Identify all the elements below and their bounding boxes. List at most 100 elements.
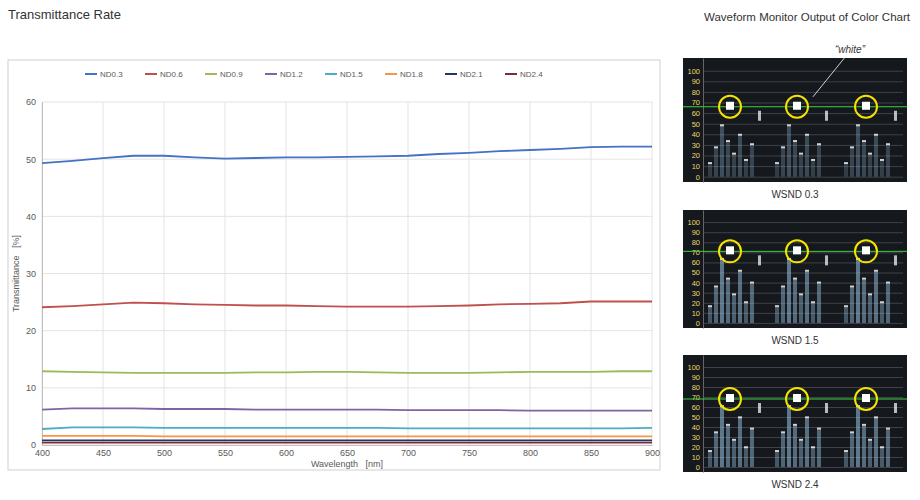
trace-dash xyxy=(708,305,712,307)
trace xyxy=(726,280,730,323)
legend-label: ND1.8 xyxy=(400,70,423,79)
trace-dash xyxy=(817,282,821,284)
trace xyxy=(714,148,718,176)
trace-dash xyxy=(744,446,748,448)
legend-item: ND0.6 xyxy=(145,70,183,79)
tick: 850 xyxy=(584,445,599,458)
trace xyxy=(856,126,860,176)
tick-label: 80 xyxy=(692,238,700,247)
trace-dash xyxy=(868,293,872,295)
trace-peak xyxy=(825,255,828,265)
trace-dash xyxy=(714,431,718,433)
trace xyxy=(799,155,803,177)
trace xyxy=(886,284,890,323)
tick: 40 xyxy=(26,212,42,222)
tick-label: 60 xyxy=(26,97,36,107)
trace-dash xyxy=(886,143,890,145)
trace-peak xyxy=(825,111,828,121)
trace-dash xyxy=(793,140,797,142)
trace-dash xyxy=(732,153,736,155)
tick: 90 xyxy=(692,228,903,237)
tick-label: 40 xyxy=(26,212,36,222)
legend-label: ND0.6 xyxy=(160,70,183,79)
axis-line xyxy=(43,445,653,446)
trace-dash xyxy=(868,439,872,441)
trace-peak xyxy=(894,255,897,265)
grid-line xyxy=(703,377,903,378)
tick-label: 70 xyxy=(692,248,700,257)
trace-dash xyxy=(750,428,754,430)
waveform-traces xyxy=(708,255,897,323)
trace-dash xyxy=(799,439,803,441)
trace xyxy=(850,288,854,323)
tick-label: 20 xyxy=(692,151,700,160)
grid-line xyxy=(703,92,903,93)
trace-dash xyxy=(775,162,779,164)
trace-peak xyxy=(758,403,761,413)
trace xyxy=(874,136,878,177)
trace-dash xyxy=(750,282,754,284)
trace xyxy=(720,260,724,323)
white-marker xyxy=(786,388,808,410)
tick-label: 10 xyxy=(26,383,36,393)
grid-line xyxy=(703,323,903,324)
trace-dash xyxy=(775,450,779,452)
tick-label: 80 xyxy=(692,383,700,392)
trace-dash xyxy=(874,416,878,418)
tick: 10 xyxy=(26,383,42,393)
trace xyxy=(805,136,809,177)
trace-dash xyxy=(720,124,724,126)
page: Waveform Monitor Output of Color ChartTr… xyxy=(0,0,920,500)
trace xyxy=(714,433,718,467)
legend: ND0.3ND0.6ND0.9ND1.2ND1.5ND1.8ND2.1ND2.4 xyxy=(85,70,543,79)
legend-label: ND0.3 xyxy=(100,70,123,79)
legend-swatch xyxy=(385,73,397,75)
trace xyxy=(781,148,785,176)
y-axis: 0102030405060 xyxy=(26,97,43,450)
x-axis-title: Wavelength [nm] xyxy=(311,459,383,469)
white-marker xyxy=(855,240,877,262)
y-axis-title: Transmittance [%] xyxy=(11,235,21,312)
trace-dash xyxy=(775,305,779,307)
trace xyxy=(886,430,890,467)
trace-peak xyxy=(758,255,761,265)
trace xyxy=(793,280,797,323)
tick-label: 900 xyxy=(645,448,660,458)
series-line xyxy=(42,442,652,444)
trace xyxy=(856,407,860,467)
tick-label: 50 xyxy=(692,413,700,422)
monitor-screen xyxy=(683,58,907,182)
tick-label: 600 xyxy=(279,448,294,458)
trace xyxy=(817,145,821,176)
waveform-monitor: 0102030405060708090100WSND 2.4 xyxy=(683,355,907,490)
grid-line-x xyxy=(103,102,104,445)
tick: 450 xyxy=(96,445,111,458)
grid-line xyxy=(703,177,903,178)
trace xyxy=(720,407,724,467)
white-patch xyxy=(793,246,801,254)
trace xyxy=(799,441,803,467)
trace-dash xyxy=(714,146,718,148)
grid-line xyxy=(703,367,903,368)
trace xyxy=(732,155,736,177)
legend-label: ND1.2 xyxy=(280,70,303,79)
trace xyxy=(811,448,815,467)
legend-item: ND2.4 xyxy=(505,70,543,79)
trace xyxy=(708,164,712,177)
series-lines xyxy=(42,147,652,443)
trace xyxy=(744,303,748,323)
trace xyxy=(799,295,803,323)
trace-dash xyxy=(856,124,860,126)
trace-dash xyxy=(793,424,797,426)
monitor-axis: 0102030405060708090100 xyxy=(687,356,903,473)
tick: 90 xyxy=(692,373,903,382)
trace-dash xyxy=(880,159,884,161)
tick: 60 xyxy=(26,97,42,107)
trace-peak xyxy=(894,111,897,121)
trace xyxy=(708,452,712,467)
trace xyxy=(862,142,866,177)
trace-dash xyxy=(811,159,815,161)
trace xyxy=(781,288,785,323)
trace-dash xyxy=(708,162,712,164)
trace-dash xyxy=(811,301,815,303)
